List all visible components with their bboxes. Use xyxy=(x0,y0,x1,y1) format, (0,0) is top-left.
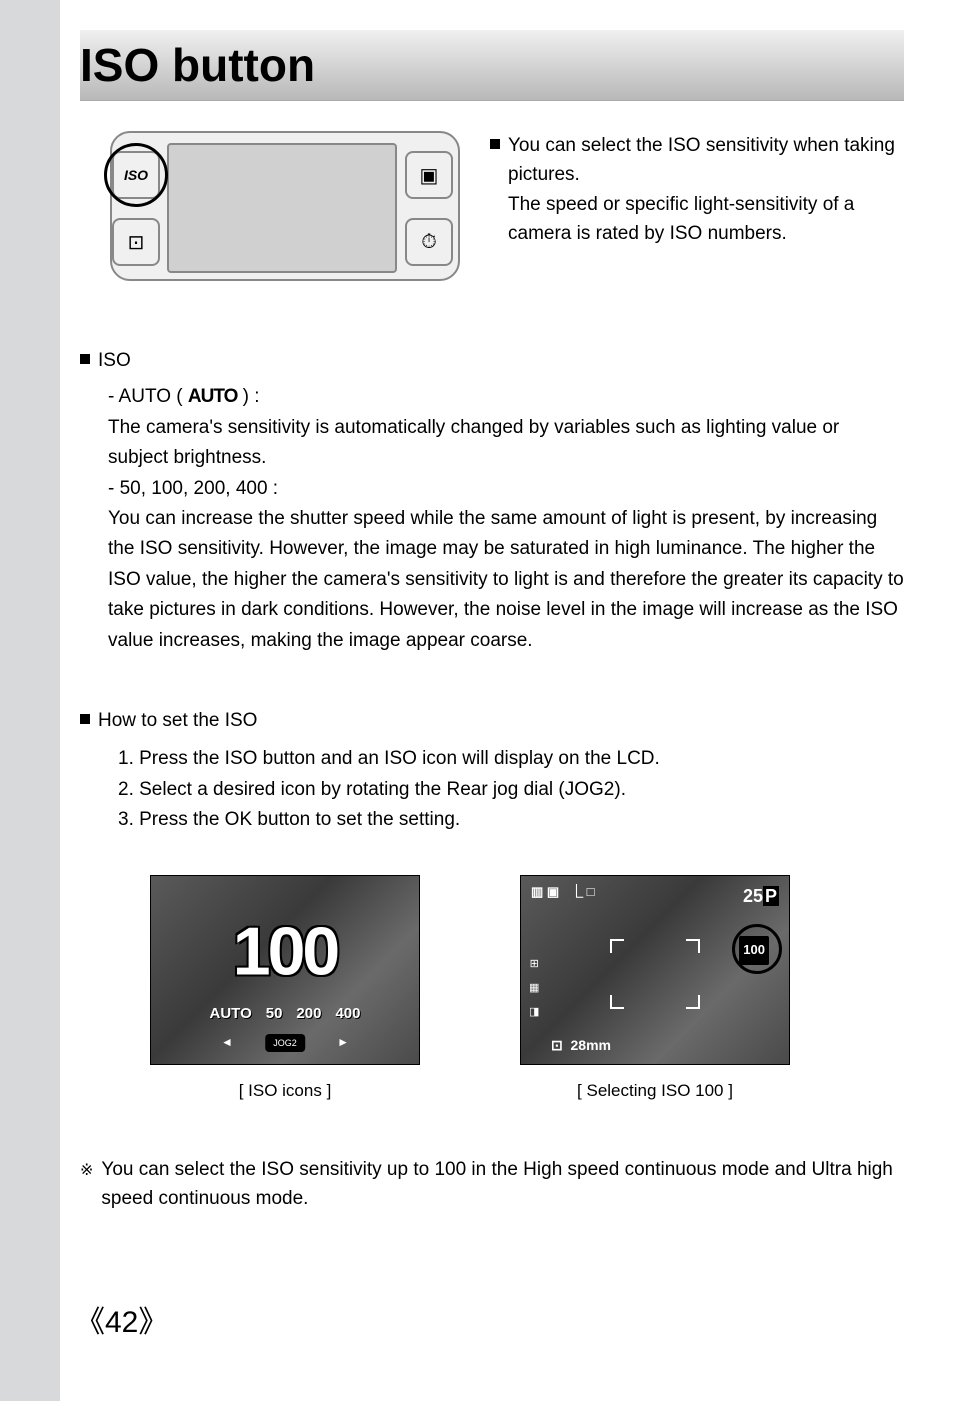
timer-icon: ⏱ xyxy=(421,231,437,254)
iso-section: ISO - AUTO ( AUTO ) : The camera's sensi… xyxy=(80,346,904,656)
focus-icon: ⊡ xyxy=(128,230,145,255)
shots-remaining: 25 xyxy=(743,886,763,906)
mode-indicator: P xyxy=(763,886,779,906)
auto-suffix: ) : xyxy=(243,386,260,407)
howto-section: How to set the ISO 1. Press the ISO butt… xyxy=(80,706,904,1105)
intro-text: You can select the ISO sensitivity when … xyxy=(490,131,904,291)
lcd-screen-2: ▥ ▣ ⎿ □ 25P 100 ⊞ ▦ ◨ xyxy=(520,875,790,1065)
step-3: 3. Press the OK button to set the settin… xyxy=(118,805,904,835)
jog-right-arrow-icon: ► xyxy=(337,1033,349,1052)
intro-line1: You can select the ISO sensitivity when … xyxy=(508,131,904,190)
top-row: ISO ⊡ ▣ ⏱ You can select the ISO sensiti… xyxy=(80,131,904,291)
lcd-left-icons: ⊞ ▦ ◨ xyxy=(529,956,539,1021)
camera-illustration: ISO ⊡ ▣ ⏱ xyxy=(80,131,460,291)
camera-body: ISO ⊡ ▣ ⏱ xyxy=(110,131,460,281)
bullet-icon xyxy=(80,354,90,364)
af-icon: ⊡ xyxy=(551,1037,563,1053)
figure1-caption: [ ISO icons ] xyxy=(150,1077,420,1104)
auto-description: The camera's sensitivity is automaticall… xyxy=(108,413,904,474)
figure-iso-icons: 100 AUTO 50 200 400 ◄ ► JOG2 [ ISO icons… xyxy=(150,875,420,1104)
vals-heading: - 50, 100, 200, 400 : xyxy=(108,474,904,504)
quality-icon: ◨ xyxy=(529,1004,539,1022)
note-section: ※ You can select the ISO sensitivity up … xyxy=(80,1155,904,1214)
iso-opt-auto: AUTO xyxy=(210,1002,252,1026)
page-left-strip xyxy=(0,0,60,1401)
bullet-icon xyxy=(490,139,500,149)
vals-description: You can increase the shutter speed while… xyxy=(108,504,904,656)
page-number: 《42》 xyxy=(75,1297,168,1341)
title-bar: ISO button xyxy=(80,30,904,101)
lcd-screen-1: 100 AUTO 50 200 400 ◄ ► JOG2 xyxy=(150,875,420,1065)
reference-mark-icon: ※ xyxy=(80,1159,93,1214)
focal-length: ⊡ 28mm xyxy=(551,1034,611,1056)
burst-icon: ▣ xyxy=(420,163,439,188)
lcd-iso-options: AUTO 50 200 400 xyxy=(210,1002,361,1026)
page-title: ISO button xyxy=(80,38,894,92)
lcd-top-overlay: ▥ ▣ ⎿ □ 25P xyxy=(531,882,779,911)
camera-screen xyxy=(167,143,397,273)
figures-row: 100 AUTO 50 200 400 ◄ ► JOG2 [ ISO icons… xyxy=(150,875,904,1104)
iso-opt-400: 400 xyxy=(335,1002,360,1026)
page-content: ISO button ISO ⊡ ▣ ⏱ You can select the … xyxy=(60,0,954,1304)
jog2-label: JOG2 xyxy=(265,1034,305,1052)
focal-value: 28mm xyxy=(571,1037,611,1053)
lcd-selected-iso: 100 xyxy=(233,897,337,1006)
iso-opt-200: 200 xyxy=(296,1002,321,1026)
iso-opt-50: 50 xyxy=(266,1002,283,1026)
bullet-icon xyxy=(80,714,90,724)
battery-icon: ▥ ▣ ⎿ □ xyxy=(531,882,594,911)
iso-heading: ISO xyxy=(98,346,131,376)
iso-button: ISO xyxy=(112,151,160,199)
howto-heading: How to set the ISO xyxy=(98,706,257,736)
figure2-caption: [ Selecting ISO 100 ] xyxy=(520,1077,790,1104)
intro-line2: The speed or specific light-sensitivity … xyxy=(508,190,904,249)
step-2: 2. Select a desired icon by rotating the… xyxy=(118,775,904,805)
focus-brackets xyxy=(610,939,700,1009)
timer-button: ⏱ xyxy=(405,218,453,266)
page-number-value: 42 xyxy=(105,1306,138,1339)
wb-icon: ▦ xyxy=(529,980,539,998)
jog-left-arrow-icon: ◄ xyxy=(221,1033,233,1052)
auto-word: AUTO xyxy=(188,386,237,407)
metering-icon: ⊞ xyxy=(529,956,539,974)
focus-button: ⊡ xyxy=(112,218,160,266)
note-text: You can select the ISO sensitivity up to… xyxy=(101,1155,904,1214)
auto-prefix: - AUTO ( xyxy=(108,386,183,407)
figure-selecting-iso: ▥ ▣ ⎿ □ 25P 100 ⊞ ▦ ◨ xyxy=(520,875,790,1104)
drive-button: ▣ xyxy=(405,151,453,199)
step-1: 1. Press the ISO button and an ISO icon … xyxy=(118,744,904,774)
